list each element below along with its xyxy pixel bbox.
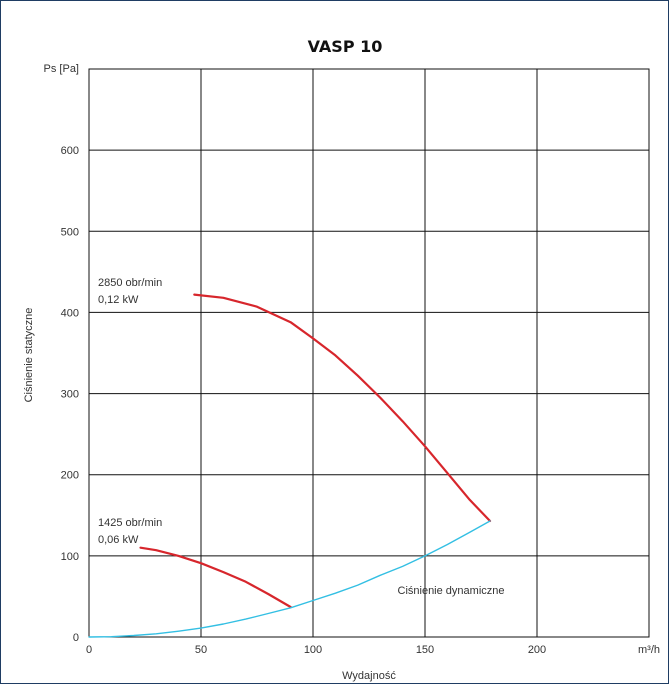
series-label: 0,12 kW [98,294,139,306]
curve-2850-rpm [193,293,492,523]
tick-labels: 0 50 100 150 200 0 100 200 300 400 500 600 [61,145,547,656]
y-unit-label: Ps [Pa] [44,63,79,75]
y-axis-label: Ciśnienie statyczne [23,308,35,403]
series-label: 1425 obr/min [98,517,162,529]
curve-1425-rpm [139,546,292,609]
curve-dynamic-pressure [88,520,491,638]
x-tick-label: 150 [416,644,434,656]
y-tick-label: 100 [61,551,79,563]
y-tick-label: 200 [61,470,79,482]
series-lines [88,293,492,638]
x-tick-label: 50 [195,644,207,656]
series-label: 2850 obr/min [98,277,162,289]
series-label: Ciśnienie dynamiczne [398,585,505,597]
chart-title: VASP 10 [308,37,383,56]
series-annotations: 2850 obr/min 0,12 kW 1425 obr/min 0,06 kW Ci… [98,277,505,597]
y-tick-label: 600 [61,145,79,157]
y-tick-label: 300 [61,389,79,401]
y-tick-label: 400 [61,307,79,319]
plot-area-border [88,68,650,638]
x-axis-label: Wydajność [342,670,396,682]
y-tick-label: 0 [73,632,79,644]
x-tick-label: 200 [528,644,546,656]
grid [88,68,650,638]
x-tick-label: 100 [304,644,322,656]
x-unit-label: m³/h [638,644,660,656]
series-label: 0,06 kW [98,534,139,546]
x-tick-label: 0 [86,644,92,656]
y-tick-label: 500 [61,226,79,238]
